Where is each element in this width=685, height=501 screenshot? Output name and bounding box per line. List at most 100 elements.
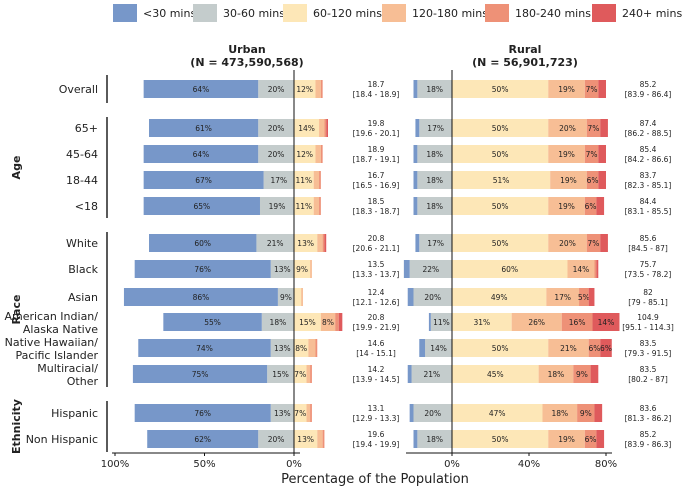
legend: <30 mins 30-60 mins 60-120 mins 120-180 min… bbox=[113, 4, 682, 22]
row-label: <18 bbox=[75, 200, 98, 213]
bar-segment bbox=[452, 171, 551, 189]
segment-label: 45% bbox=[487, 370, 504, 379]
bar-segment bbox=[577, 404, 595, 422]
legend-swatch bbox=[283, 4, 307, 22]
segment-label: 47% bbox=[489, 409, 506, 418]
segment-label: 18% bbox=[426, 150, 443, 159]
bar-segment bbox=[452, 365, 539, 383]
row-label: Black bbox=[68, 263, 98, 276]
bar-segment bbox=[588, 288, 595, 306]
segment-label: 20% bbox=[559, 124, 576, 133]
rural-ci: [81.3 - 86.2] bbox=[625, 414, 672, 423]
segment-label: 6% bbox=[585, 202, 597, 211]
bar-segment bbox=[320, 313, 336, 331]
segment-label: 18% bbox=[426, 176, 443, 185]
bar-segment bbox=[409, 260, 452, 278]
panel-headers: Urban(N = 473,590,568) Rural(N = 56,901,7… bbox=[190, 43, 578, 69]
segment-label: 20% bbox=[268, 85, 285, 94]
bar-segment bbox=[430, 313, 452, 331]
bar-segment bbox=[573, 365, 591, 383]
rural-bar: 14% 50% 21% 6% 6% bbox=[419, 339, 612, 357]
rural-ci: [79 - 85.1] bbox=[628, 298, 668, 307]
bar-segment bbox=[315, 80, 321, 98]
bar-segment bbox=[413, 145, 418, 163]
rural-ci: [73.5 - 78.2] bbox=[625, 270, 672, 279]
urban-ci: [14 - 15.1] bbox=[356, 349, 396, 358]
urban-bar: 20% 64% 12% bbox=[143, 80, 323, 98]
bar-segment bbox=[149, 119, 259, 137]
bar-segment bbox=[315, 339, 318, 357]
bar-segment bbox=[320, 80, 323, 98]
bar-segment bbox=[596, 197, 605, 215]
table-row: White 21% 60% 13% 17% 50% 20% 7% 20.8[20.6 - 21.… bbox=[66, 234, 668, 253]
rural-ci: [82.3 - 85.1] bbox=[625, 181, 672, 190]
bar-segment bbox=[452, 430, 549, 448]
rural-mean: 85.2 bbox=[640, 430, 657, 439]
urban-bar: 13% 76% 9% bbox=[134, 260, 312, 278]
segment-label: 51% bbox=[493, 176, 510, 185]
bar-segment bbox=[407, 288, 414, 306]
bar-segment bbox=[267, 365, 294, 383]
legend-label: 60-120 mins bbox=[313, 7, 382, 20]
urban-mean: 19.6 bbox=[368, 430, 385, 439]
rural-ci: [83.9 - 86.4] bbox=[625, 90, 672, 99]
legend-swatch bbox=[113, 4, 137, 22]
bar-segment bbox=[294, 339, 309, 357]
rural-ci: [83.9 - 86.3] bbox=[625, 440, 672, 449]
bar-segment bbox=[322, 430, 325, 448]
row-label: Overall bbox=[59, 83, 98, 96]
segment-label: 14% bbox=[573, 265, 590, 274]
bar-segment bbox=[294, 80, 316, 98]
rural-bar: 18% 50% 19% 7% bbox=[413, 145, 606, 163]
bar-segment bbox=[143, 197, 260, 215]
panel-subtitle: (N = 56,901,723) bbox=[472, 56, 578, 69]
segment-label: 50% bbox=[492, 202, 509, 211]
urban-bar: 13% 74% 8% bbox=[138, 339, 318, 357]
bar-segment bbox=[415, 119, 420, 137]
urban-mean: 19.8 bbox=[368, 119, 385, 128]
bar-segment bbox=[317, 234, 323, 252]
bar-segment bbox=[294, 260, 311, 278]
rural-mean: 85.6 bbox=[640, 234, 657, 243]
bar-segment bbox=[123, 288, 278, 306]
urban-ci: [18.4 - 18.9] bbox=[353, 90, 400, 99]
legend-label: 240+ mins bbox=[622, 7, 682, 20]
bar-segment bbox=[294, 197, 314, 215]
rural-ci: [84.5 - 87] bbox=[628, 244, 668, 253]
table-row: Overall 20% 64% 12% 18% 50% 19% 7% 18.7[18.4 - 1… bbox=[59, 80, 672, 99]
bar-segment bbox=[417, 430, 452, 448]
bar-segment bbox=[319, 197, 321, 215]
bar-segment bbox=[277, 288, 294, 306]
row-label: Hispanic bbox=[51, 407, 98, 420]
segment-label: 19% bbox=[558, 202, 575, 211]
bar-segment bbox=[588, 339, 601, 357]
bar-segment bbox=[579, 288, 589, 306]
row-label: Native Hawaiian/ bbox=[5, 336, 99, 349]
urban-bar: 21% 60% 13% bbox=[149, 234, 327, 252]
legend-swatch bbox=[382, 4, 406, 22]
rural-ci: [86.2 - 88.5] bbox=[625, 129, 672, 138]
segment-label: 9% bbox=[280, 293, 292, 302]
segment-label: 19% bbox=[560, 176, 577, 185]
segment-label: 20% bbox=[268, 124, 285, 133]
rows: Overall 20% 64% 12% 18% 50% 19% 7% 18.7[18.4 - 1… bbox=[4, 80, 674, 449]
bar-segment bbox=[294, 171, 314, 189]
group-label: Age bbox=[10, 156, 23, 180]
legend-label: 180-240 mins bbox=[515, 7, 591, 20]
row-label: 45-64 bbox=[66, 148, 98, 161]
segment-label: 50% bbox=[492, 85, 509, 94]
bar-segment bbox=[411, 365, 452, 383]
bar-segment bbox=[413, 404, 452, 422]
bar-segment bbox=[301, 288, 303, 306]
bar-segment bbox=[586, 234, 601, 252]
bar-segment bbox=[149, 234, 257, 252]
rural-bar: 18% 50% 19% 6% bbox=[413, 430, 605, 448]
bar-segment bbox=[134, 404, 271, 422]
urban-ci: [12.9 - 13.3] bbox=[353, 414, 400, 423]
panel-subtitle: (N = 473,590,568) bbox=[190, 56, 303, 69]
bar-segment bbox=[258, 145, 294, 163]
bar-segment bbox=[147, 430, 259, 448]
x-tick-label: 100% bbox=[101, 459, 130, 470]
axes: 100% 50% 0% 0% 40% 80% Percentage of the Popul… bbox=[101, 70, 617, 487]
segment-label: 13% bbox=[297, 435, 314, 444]
